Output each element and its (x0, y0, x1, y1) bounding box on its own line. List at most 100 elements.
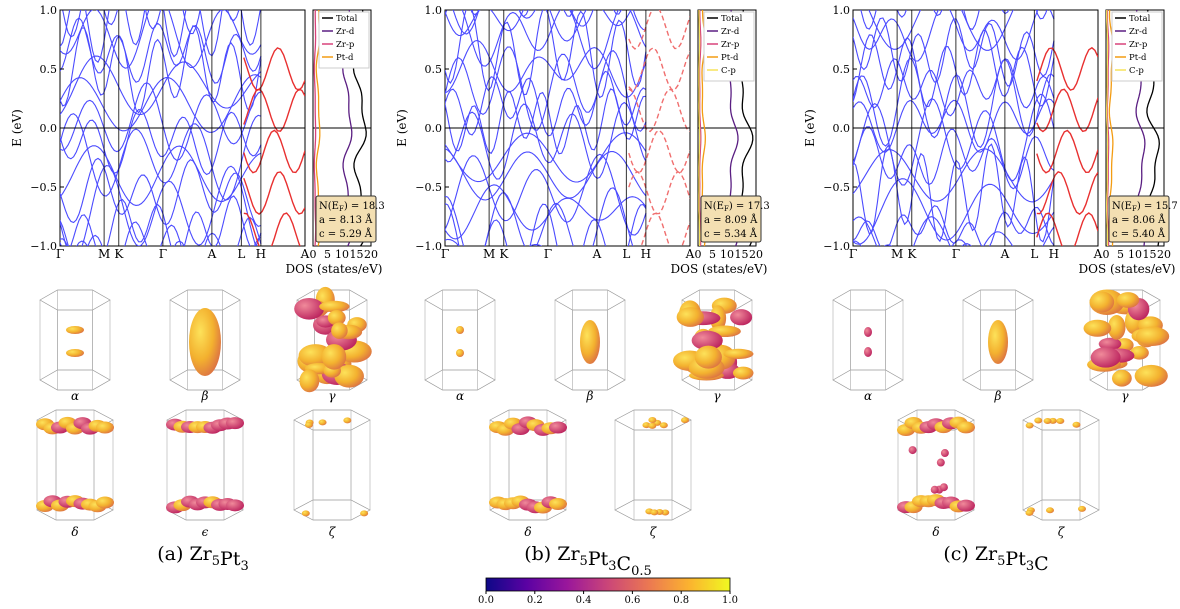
band-line (445, 184, 647, 240)
band-line (853, 58, 1055, 117)
fermi-pocket (1135, 326, 1170, 347)
k-point-label: Γ (849, 247, 857, 261)
legend-label: Zr-d (1129, 27, 1148, 37)
fermi-pocket (96, 496, 114, 509)
dos-legend: Total Zr-d Zr-p Pt-d C-p (703, 11, 755, 82)
fermi-pocket (723, 348, 754, 360)
fermi-pocket (549, 421, 567, 434)
y-tick-label: −1.0 (30, 240, 57, 253)
fermi-pocket (299, 369, 320, 393)
legend-label: Pt-d (721, 53, 739, 63)
band-line (853, 148, 1055, 203)
fermi-surface-ϵ (166, 409, 244, 521)
band-line (853, 178, 1055, 245)
k-point-label: M (483, 247, 495, 261)
dos-tick-label: 5 (1117, 248, 1124, 261)
band-line (445, 46, 647, 132)
fermi-surface-β (554, 289, 626, 391)
fermi-pocket (319, 300, 350, 313)
fermi-pocket (304, 421, 313, 428)
band-line-highlight (243, 47, 305, 92)
legend-label: Pt-d (336, 53, 354, 63)
info-line-1: a = 8.13 Å (319, 214, 373, 226)
y-axis-label: E (eV) (395, 109, 409, 147)
fermi-surface-β (169, 289, 241, 391)
fermi-pocket (1034, 417, 1043, 424)
fermi-pocket (940, 449, 949, 458)
info-line-2: c = 5.29 Å (319, 228, 373, 240)
band-line-highlight (243, 129, 305, 174)
k-point-label: A (1093, 247, 1103, 261)
dos-tick-label: 20 (1157, 248, 1171, 261)
info-box: N(EF) = 18.3a = 8.13 Å c = 5.29 Å (315, 195, 385, 243)
dos-tick-label: 15 (735, 248, 749, 261)
dos-tick-label: 5 (324, 248, 331, 261)
dos-legend: Total Zr-d Zr-p Pt-d (318, 11, 370, 69)
band-line-highlight (243, 88, 305, 132)
fermi-pocket (1072, 421, 1081, 428)
fermi-pocket (189, 308, 221, 376)
band-line (60, 10, 262, 69)
k-point-label: M (891, 247, 903, 261)
k-point-label: Γ (56, 247, 64, 261)
k-point-label: Γ (952, 247, 960, 261)
k-point-label: K (907, 247, 917, 261)
band-line (853, 98, 1055, 153)
fermi-pocket (681, 417, 690, 424)
legend-label: Zr-d (336, 27, 355, 37)
info-box: N(EF) = 15.7a = 8.06 Å c = 5.40 Å (1108, 195, 1178, 243)
band-line (445, 39, 647, 98)
colorbar-tick-label: 1.0 (722, 595, 738, 606)
legend-label: C-p (1129, 66, 1144, 76)
dos-x-axis-label: DOS (states/eV) (286, 262, 383, 276)
fermi-pocket (226, 417, 244, 430)
fermi-label: α (864, 389, 872, 403)
k-point-label: L (622, 247, 630, 261)
fermi-surface-α (424, 289, 496, 391)
fermi-pocket (864, 327, 872, 337)
panel-b: 1.0 0.5 0.0 −0.5 −1.0 E (eV) Γ M K Γ A L H A Total Zr-d… (395, 4, 770, 579)
info-line-2: c = 5.34 Å (704, 228, 758, 240)
band-line-highlight (1036, 212, 1098, 246)
dos-tick-label: 15 (350, 248, 364, 261)
band-line (445, 10, 647, 70)
dos-legend: Total Zr-d Zr-p Pt-d C-p (1111, 11, 1163, 82)
fermi-label: ϵ (202, 525, 209, 539)
fermi-surface-ζ (1022, 409, 1100, 521)
band-line (60, 195, 262, 246)
y-tick-label: 0.0 (425, 122, 443, 135)
y-tick-label: 0.0 (833, 122, 851, 135)
band-line (60, 55, 262, 116)
legend-label: Zr-p (721, 40, 740, 50)
fermi-surface-δ (36, 409, 114, 521)
colorbar-gradient (485, 577, 731, 592)
fermi-pocket (1107, 314, 1126, 340)
fermi-pocket (957, 499, 975, 512)
colorbar-tick-label: 0.6 (624, 595, 640, 606)
info-line-1: a = 8.09 Å (704, 214, 758, 226)
fermi-pocket (321, 344, 347, 370)
fermi-pocket (456, 326, 464, 334)
k-point-label: A (300, 247, 310, 261)
legend-label: Total (721, 14, 743, 24)
k-point-label: H (256, 247, 266, 261)
fermi-pocket (988, 320, 1008, 364)
band-line (60, 0, 261, 5)
band-line (60, 145, 262, 206)
fermi-pocket (864, 347, 872, 357)
fermi-pocket (1025, 509, 1034, 516)
k-point-label: Γ (159, 247, 167, 261)
fermi-label: γ (713, 389, 721, 403)
y-tick-label: −0.5 (30, 181, 57, 194)
fermi-pocket (456, 349, 464, 357)
band-line (445, 10, 647, 99)
fermi-pocket (1083, 319, 1112, 337)
band-line (445, 153, 647, 236)
band-line (853, 10, 1055, 62)
y-tick-label: 0.0 (40, 122, 58, 135)
legend-label: Total (336, 14, 358, 24)
dos-plot: Total Zr-d Zr-p Pt-d C-p N(EF) = 15.7a = 8.06… (1079, 9, 1178, 276)
fermi-pocket (930, 485, 939, 494)
fermi-pocket (66, 326, 84, 334)
